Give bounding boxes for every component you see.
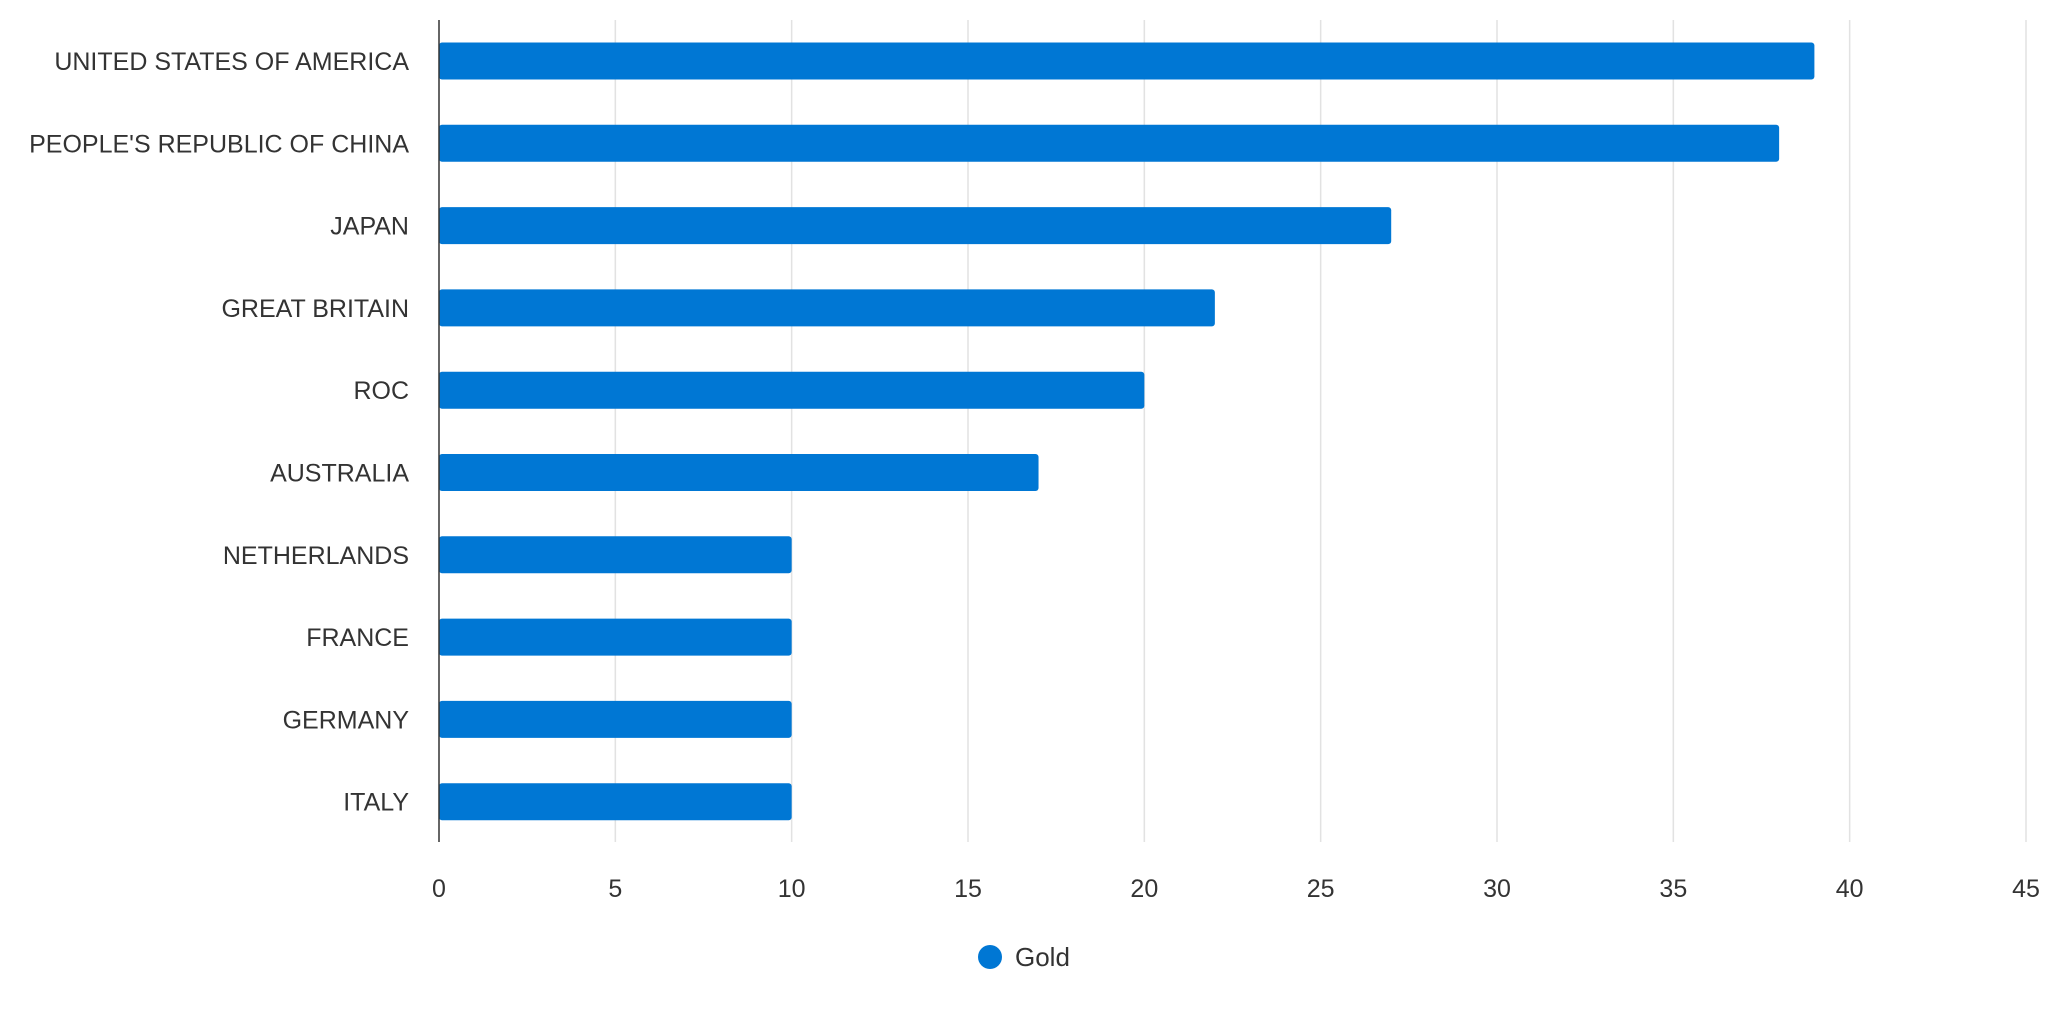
category-label: FRANCE xyxy=(306,624,409,652)
bars xyxy=(439,42,1815,821)
x-tick-label: 15 xyxy=(954,875,982,903)
x-tick-label: 40 xyxy=(1836,875,1864,903)
bar[interactable] xyxy=(439,42,1815,80)
category-label: ROC xyxy=(353,377,409,405)
x-axis-tick-labels: 0 5 10 15 20 25 30 35 40 45 xyxy=(432,875,2040,903)
x-tick-label: 5 xyxy=(608,875,622,903)
bar[interactable] xyxy=(439,289,1215,327)
bar[interactable] xyxy=(439,124,1780,162)
category-label: GERMANY xyxy=(283,706,410,734)
x-tick-label: 30 xyxy=(1483,875,1511,903)
x-tick-label: 0 xyxy=(432,875,446,903)
legend-label-gold: Gold xyxy=(1015,942,1070,972)
x-tick-label: 10 xyxy=(778,875,806,903)
category-label: JAPAN xyxy=(330,213,409,241)
bar[interactable] xyxy=(439,371,1145,409)
x-tick-label: 25 xyxy=(1307,875,1335,903)
x-tick-label: 35 xyxy=(1659,875,1687,903)
legend[interactable]: Gold xyxy=(978,942,1070,972)
category-label: PEOPLE'S REPUBLIC OF CHINA xyxy=(29,130,409,158)
bar[interactable] xyxy=(439,207,1392,245)
bar[interactable] xyxy=(439,454,1039,491)
category-label: AUSTRALIA xyxy=(270,460,409,488)
x-tick-label: 45 xyxy=(2012,875,2040,903)
bar[interactable] xyxy=(439,700,792,738)
bar[interactable] xyxy=(439,783,792,821)
bar[interactable] xyxy=(439,536,792,574)
category-label: NETHERLANDS xyxy=(223,542,409,570)
category-label: UNITED STATES OF AMERICA xyxy=(54,48,409,76)
legend-marker-gold xyxy=(978,945,1002,969)
bar[interactable] xyxy=(439,618,792,656)
category-label: GREAT BRITAIN xyxy=(221,295,409,323)
x-tick-label: 20 xyxy=(1130,875,1158,903)
category-labels: UNITED STATES OF AMERICA PEOPLE'S REPUBLI… xyxy=(29,48,409,817)
category-label: ITALY xyxy=(343,789,409,817)
